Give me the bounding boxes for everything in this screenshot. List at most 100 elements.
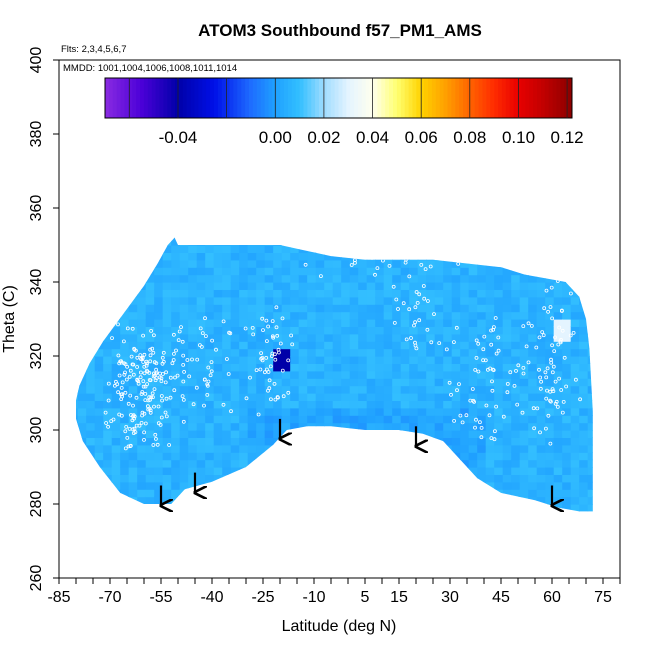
heatmap-cell [154, 511, 163, 519]
heatmap-cell [417, 363, 427, 372]
heatmap-cell [154, 363, 164, 372]
heatmap-cell [299, 511, 308, 519]
heatmap-cell [213, 259, 223, 268]
heatmap-cell [562, 452, 572, 461]
heatmap-cell [315, 430, 325, 438]
heatmap-cell [579, 474, 589, 483]
data-point [539, 379, 543, 384]
colorbar-segment [428, 78, 433, 118]
data-point [471, 398, 476, 403]
data-point [123, 370, 127, 375]
heatmap-cell [349, 415, 359, 424]
colorbar-segment [256, 78, 262, 118]
heatmap-cell [451, 481, 461, 490]
colorbar-segment [202, 78, 207, 118]
heatmap-cell [222, 356, 232, 364]
heatmap-cell [502, 489, 512, 498]
heatmap-cell [324, 252, 334, 261]
heatmap-cell [281, 252, 291, 261]
heatmap-cell [409, 333, 419, 342]
heatmap-cell [409, 356, 419, 364]
heatmap-cell [545, 296, 555, 305]
heatmap-cell [477, 348, 487, 357]
heatmap-cell [222, 267, 232, 276]
heatmap-cell [409, 370, 419, 379]
heatmap-cell [383, 407, 393, 416]
heatmap-cell [545, 481, 555, 490]
heatmap-cell [120, 341, 130, 350]
data-point [140, 356, 145, 361]
heatmap-cell [94, 385, 104, 394]
heatmap-cell [137, 496, 147, 505]
data-point [266, 324, 271, 329]
heatmap-cell [256, 289, 266, 298]
heatmap-cell [502, 474, 512, 483]
heatmap-cell [332, 289, 342, 298]
heatmap-cell [460, 326, 470, 335]
heatmap-cell [468, 304, 478, 313]
data-point [103, 410, 108, 415]
heatmap-cell [205, 474, 215, 483]
heatmap-cell [120, 467, 130, 475]
heatmap-cell [222, 511, 231, 519]
heatmap-cell [205, 333, 215, 342]
data-point [407, 274, 412, 279]
data-point [185, 358, 190, 362]
data-point [250, 325, 255, 330]
heatmap-cell [179, 282, 189, 290]
heatmap-cell [562, 237, 572, 239]
heatmap-cell [137, 370, 147, 379]
heatmap-cell [502, 237, 512, 246]
heatmap-cell [511, 437, 521, 446]
heatmap-cell [519, 481, 529, 490]
heatmap-cell [76, 504, 79, 512]
heatmap-cell [502, 467, 512, 475]
heatmap-cell [86, 341, 96, 350]
heatmap-cell [128, 237, 138, 239]
heatmap-cell [128, 319, 138, 327]
heatmap-cell [596, 356, 605, 364]
heatmap-cell [315, 393, 325, 401]
data-point [209, 360, 214, 365]
heatmap-cell [171, 296, 181, 305]
heatmap-cell [485, 341, 495, 350]
x-tick-label: 5 [361, 589, 370, 606]
heatmap-cell [222, 333, 232, 342]
heatmap-cell [545, 511, 554, 519]
heatmap-cell [375, 319, 385, 327]
heatmap-cell [196, 422, 206, 431]
heatmap-cell [392, 363, 402, 372]
heatmap-cell [409, 422, 419, 431]
heatmap-cell [213, 304, 223, 313]
heatmap-cell [494, 289, 504, 298]
heatmap-cell [349, 348, 359, 357]
heatmap-cell [485, 296, 495, 305]
data-point [152, 404, 156, 409]
heatmap-cell [222, 489, 232, 498]
heatmap-cell [103, 400, 113, 409]
heatmap-cell [290, 422, 300, 431]
heatmap-cell [128, 311, 138, 320]
heatmap-cell [451, 363, 461, 372]
data-point [555, 404, 560, 409]
heatmap-cell [315, 341, 325, 350]
heatmap-cell [494, 319, 504, 327]
data-point [545, 388, 549, 393]
heatmap-cell [477, 252, 487, 261]
heatmap-cell [213, 296, 223, 305]
heatmap-cell [273, 415, 283, 424]
heatmap-cell [409, 282, 419, 290]
heatmap-cell [179, 452, 189, 461]
heatmap-cell [392, 444, 402, 453]
heatmap-cell [443, 437, 453, 446]
heatmap-cell [298, 259, 308, 268]
heatmap-cell [570, 326, 580, 335]
heatmap-cell [349, 489, 359, 498]
heatmap-cell [392, 489, 402, 498]
heatmap-cell [213, 245, 223, 253]
data-point [143, 398, 148, 403]
heatmap-cell [417, 319, 427, 327]
heatmap-cell [349, 267, 359, 276]
heatmap-cell [298, 378, 308, 387]
heatmap-cell [434, 437, 444, 446]
